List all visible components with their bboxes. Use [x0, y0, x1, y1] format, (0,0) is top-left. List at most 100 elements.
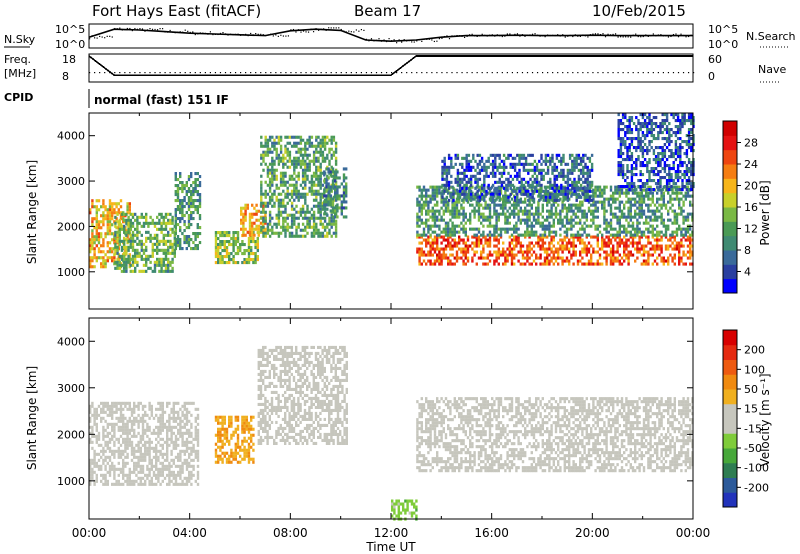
power-cell-9: [502, 165, 506, 169]
power-cell-7: [651, 235, 654, 239]
power-cell-0: [106, 211, 109, 215]
power-cell-7: [427, 238, 430, 242]
power-cell-9: [562, 189, 565, 193]
power-cell-8: [620, 200, 624, 204]
power-cell-6: [329, 209, 332, 213]
power-cell-8: [603, 200, 606, 204]
power-cell-1: [140, 269, 143, 273]
power-cell-8: [499, 230, 503, 234]
power-cell-8: [528, 233, 531, 237]
nsearch-point: [539, 35, 541, 37]
power-cell-9: [529, 195, 532, 199]
power-cell-6: [336, 194, 339, 198]
power-cell-2: [187, 241, 191, 245]
power-cell-7: [576, 262, 580, 266]
power-cell-9: [465, 159, 468, 163]
power-cell-8: [495, 212, 498, 216]
power-cell-4: [244, 215, 247, 219]
nave-point: [305, 72, 307, 74]
power-cell-5: [321, 225, 325, 229]
power-cell-9: [544, 159, 548, 163]
power-cell-8: [416, 185, 419, 189]
power-cell-8: [656, 233, 659, 237]
power-cell-2: [174, 226, 177, 230]
power-cell-6: [327, 191, 330, 195]
power-cell-2: [179, 241, 182, 245]
power-cell-5: [299, 165, 303, 169]
power-cell-1: [158, 242, 161, 246]
power-cell-0: [97, 223, 101, 227]
power-cell-9: [516, 198, 519, 202]
power-cell-0: [119, 199, 123, 203]
power-cell-5: [271, 162, 274, 166]
power-cell-10: [648, 131, 651, 135]
power-cell-1: [162, 221, 165, 225]
power-cell-8: [660, 203, 663, 207]
power-cell-8: [627, 197, 630, 201]
power-cell-8: [438, 212, 441, 216]
power-cell-9: [524, 168, 528, 172]
power-cell-8: [568, 218, 571, 222]
power-cell-5: [273, 144, 276, 148]
nsearch-point: [111, 36, 113, 38]
power-cell-8: [480, 215, 483, 219]
power-cell-8: [451, 221, 454, 225]
power-cell-5: [315, 177, 318, 181]
power-cell-3: [225, 252, 229, 256]
nave-point: [677, 72, 680, 74]
power-cell-1: [134, 233, 137, 237]
power-cell-2: [190, 199, 193, 203]
power-cell-10: [657, 125, 660, 129]
power-cell-6: [342, 176, 346, 180]
power-cell-4: [240, 218, 243, 222]
nsearch-point: [632, 34, 634, 36]
power-cell-6: [340, 194, 343, 198]
power-cell-8: [433, 209, 437, 213]
power-cell-0: [106, 256, 109, 260]
power-cell-5: [286, 201, 289, 205]
power-cell-3: [214, 246, 218, 250]
power-cell-7: [671, 241, 674, 245]
power-cell-9: [549, 180, 552, 184]
power-cell-8: [640, 233, 643, 237]
power-cell-5: [275, 195, 278, 199]
power-cell-10: [650, 128, 653, 132]
power-cell-5: [312, 180, 316, 184]
power-cell-8: [642, 197, 646, 201]
power-cell-7: [605, 244, 608, 248]
power-cell-8: [499, 233, 503, 237]
power-cell-5: [260, 204, 263, 208]
nsearch-point: [509, 33, 511, 35]
power-cell-5: [334, 225, 338, 229]
power-cell-8: [416, 224, 419, 228]
power-cell-7: [550, 250, 553, 254]
power-cell-4: [255, 218, 258, 222]
power-cell-8: [425, 188, 428, 192]
power-cell-8: [493, 194, 496, 198]
power-cell-7: [601, 244, 604, 248]
power-cell-8: [565, 221, 569, 225]
power-cell-1: [138, 251, 141, 255]
power-cell-7: [537, 238, 540, 242]
power-cell-6: [338, 194, 341, 198]
power-cell-9: [540, 168, 543, 172]
power-cell-7: [486, 238, 489, 242]
power-cell-1: [171, 230, 174, 234]
power-cell-0: [108, 199, 112, 203]
power-cell-8: [572, 224, 575, 228]
power-cell-2: [194, 199, 197, 203]
power-cell-7: [645, 244, 648, 248]
power-cell-3: [219, 255, 222, 259]
power-cell-5: [321, 156, 325, 160]
power-cell-3: [256, 240, 259, 244]
power-cell-7: [601, 241, 604, 245]
power-cell-5: [317, 216, 320, 220]
power-cell-1: [142, 251, 146, 255]
power-cell-0: [100, 232, 103, 236]
power-cell-8: [546, 203, 549, 207]
power-cell-0: [100, 250, 103, 254]
nsearch-point: [350, 31, 352, 33]
power-cell-7: [473, 250, 476, 254]
power-cell-8: [614, 212, 617, 216]
power-cell-8: [585, 212, 588, 216]
